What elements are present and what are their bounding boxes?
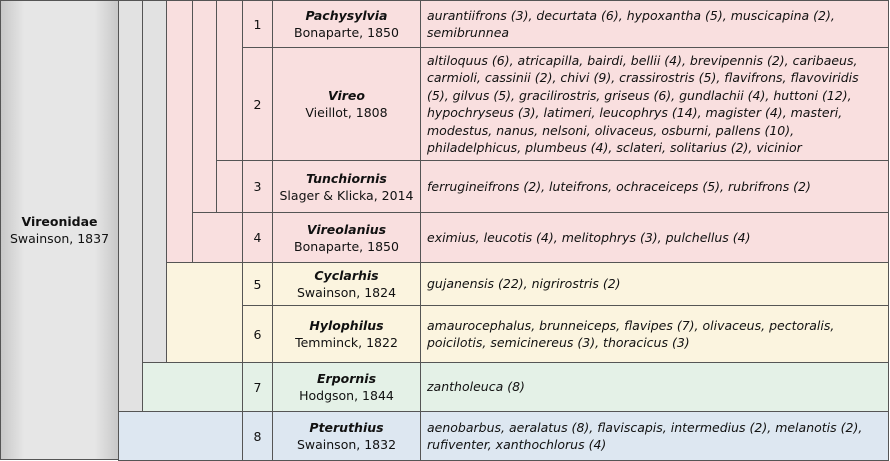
genus-author: Vieillot, 1808 (305, 105, 388, 120)
bracket (216, 0, 243, 161)
genus-cell: Erpornis Hodgson, 1844 (272, 362, 421, 412)
family-name: Vireonidae (21, 214, 98, 229)
genus-author: Bonaparte, 1850 (294, 238, 399, 254)
genus-number: 5 (242, 262, 273, 306)
bracket (118, 0, 143, 412)
family-cell: Vireonidae Swainson, 1837 (0, 0, 119, 460)
bracket (166, 0, 193, 263)
genus-name: Tunchiornis (306, 170, 387, 186)
genus-cell: Cyclarhis Swainson, 1824 (272, 262, 421, 306)
row-band (118, 411, 243, 461)
genus-number: 3 (242, 160, 273, 213)
genus-author: Temminck, 1822 (295, 335, 398, 350)
genus-author: Swainson, 1832 (296, 437, 397, 452)
genus-name: Pteruthius (309, 420, 384, 435)
genus-author: Swainson, 1824 (296, 285, 397, 300)
species-list: zantholeuca (8) (420, 362, 889, 412)
genus-number: 2 (242, 47, 273, 161)
row-band (142, 362, 243, 412)
genus-cell: Vireolanius Bonaparte, 1850 (272, 212, 421, 263)
genus-cell: Pachysylvia Bonaparte, 1850 (272, 0, 421, 48)
species-list: amaurocephalus, brunneiceps, flavipes (7… (420, 305, 889, 363)
species-list: gujanensis (22), nigrirostris (2) (420, 262, 889, 306)
species-list: eximius, leucotis (4), melitophrys (3), … (420, 212, 889, 263)
species-list: ferrugineifrons (2), luteifrons, ochrace… (420, 160, 889, 213)
bracket (166, 262, 243, 363)
genus-number: 1 (242, 0, 273, 48)
row-band (216, 160, 243, 213)
genus-author: Slager & Klicka, 2014 (279, 187, 414, 203)
genus-name: Vireolanius (306, 221, 387, 237)
genus-author: Hodgson, 1844 (299, 388, 394, 403)
family-author: Swainson, 1837 (9, 231, 110, 246)
genus-cell: Tunchiornis Slager & Klicka, 2014 (272, 160, 421, 213)
genus-name: Cyclarhis (314, 268, 379, 283)
genus-name: Vireo (328, 88, 365, 103)
genus-name: Hylophilus (309, 318, 384, 333)
genus-cell: Hylophilus Temminck, 1822 (272, 305, 421, 363)
genus-name: Pachysylvia (305, 8, 388, 23)
bracket (192, 0, 217, 213)
bracket (142, 0, 167, 363)
genus-cell: Vireo Vieillot, 1808 (272, 47, 421, 161)
genus-cell: Pteruthius Swainson, 1832 (272, 411, 421, 461)
genus-number: 6 (242, 305, 273, 363)
genus-number: 4 (242, 212, 273, 263)
genus-author: Bonaparte, 1850 (294, 25, 399, 40)
genus-number: 7 (242, 362, 273, 412)
row-band (192, 212, 243, 263)
species-list: aenobarbus, aeralatus (8), flaviscapis, … (420, 411, 889, 461)
species-list: aurantiifrons (3), decurtata (6), hypoxa… (420, 0, 889, 48)
genus-number: 8 (242, 411, 273, 461)
genus-name: Erpornis (316, 371, 377, 386)
species-list: altiloquus (6), atricapilla, bairdi, bel… (420, 47, 889, 161)
